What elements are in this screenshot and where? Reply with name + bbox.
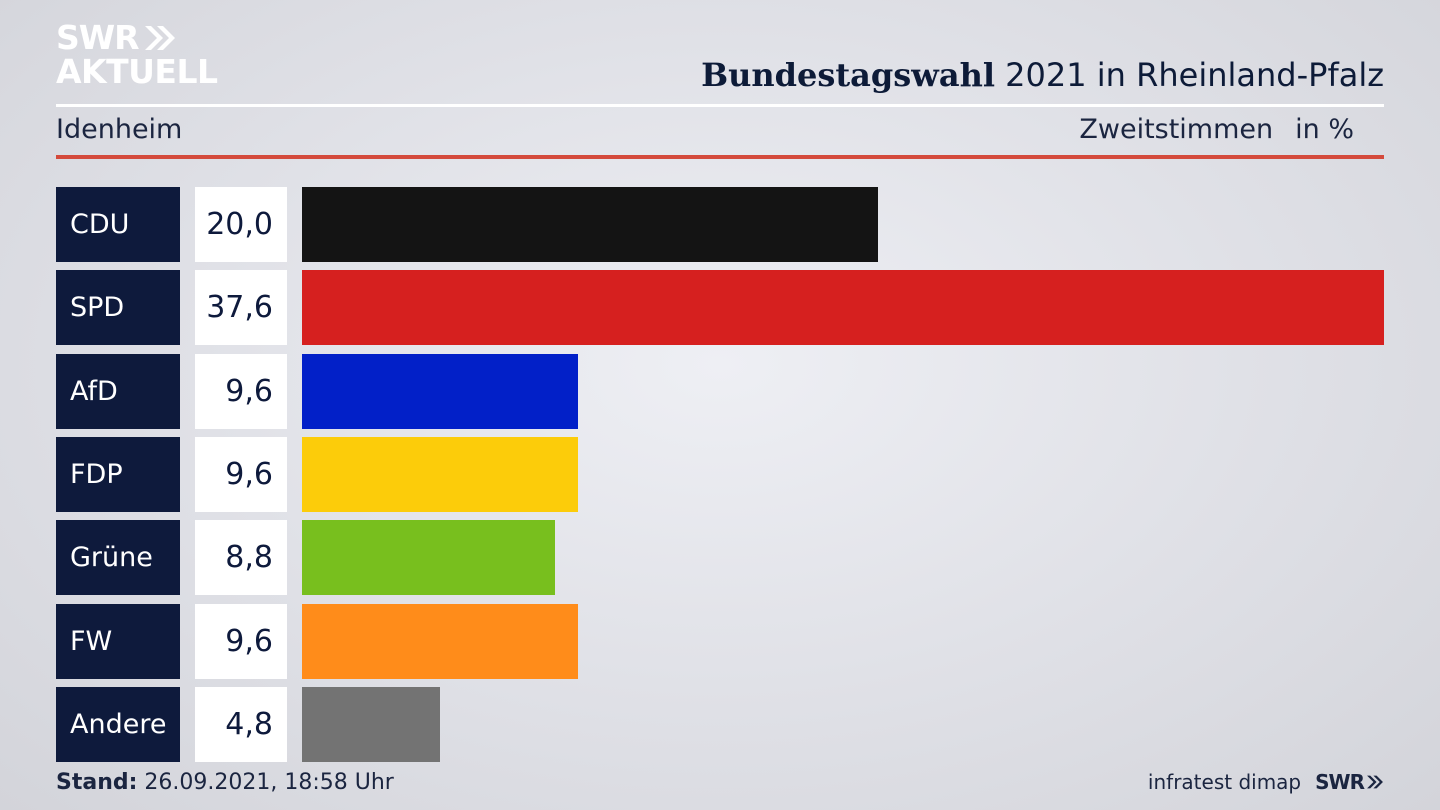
timestamp: Stand: 26.09.2021, 18:58 Uhr — [56, 770, 394, 795]
bar-spd — [302, 270, 1384, 345]
double-chevron-icon — [144, 25, 175, 50]
swr-footer-text: SWR — [1315, 770, 1365, 794]
metric-name: Zweitstimmen — [1079, 114, 1274, 145]
title-rest: 2021 in Rheinland-Pfalz — [1005, 56, 1384, 94]
bar-fdp — [302, 437, 578, 512]
value-label-fdp: 9,6 — [195, 437, 287, 512]
location-label: Idenheim — [56, 114, 183, 145]
party-label-andere: Andere — [56, 687, 180, 762]
logo-swr-text: SWR — [56, 18, 140, 57]
party-label-afd: AfD — [56, 354, 180, 429]
party-label-fw: FW — [56, 604, 180, 679]
party-label-fdp: FDP — [56, 437, 180, 512]
page-title: Bundestagswahl 2021 in Rheinland-Pfalz — [701, 56, 1384, 94]
bar-cdu — [302, 187, 878, 262]
bar-gr-ne — [302, 520, 555, 595]
value-label-spd: 37,6 — [195, 270, 287, 345]
value-label-gr-ne: 8,8 — [195, 520, 287, 595]
stand-label: Stand: — [56, 770, 138, 795]
swr-footer-logo: SWR — [1315, 770, 1384, 794]
party-label-gr-ne: Grüne — [56, 520, 180, 595]
source-label: infratest dimap — [1147, 770, 1302, 794]
bar-fw — [302, 604, 578, 679]
footer-credits: infratest dimap SWR — [1148, 770, 1384, 794]
party-label-spd: SPD — [56, 270, 180, 345]
accent-divider — [56, 155, 1384, 159]
unit-label: in % — [1295, 114, 1354, 145]
header-divider — [56, 104, 1384, 107]
value-label-afd: 9,6 — [195, 354, 287, 429]
bar-afd — [302, 354, 578, 429]
value-label-fw: 9,6 — [195, 604, 287, 679]
metric-label: Zweitstimmen in % — [1079, 114, 1354, 145]
double-chevron-icon — [1367, 775, 1383, 789]
swr-aktuell-logo: SWR AKTUELL — [56, 16, 226, 91]
bar-andere — [302, 687, 440, 762]
stand-value: 26.09.2021, 18:58 Uhr — [144, 770, 394, 795]
value-label-cdu: 20,0 — [195, 187, 287, 262]
logo-aktuell-text: AKTUELL — [56, 52, 218, 91]
title-bold: Bundestagswahl — [701, 56, 995, 94]
value-label-andere: 4,8 — [195, 687, 287, 762]
party-label-cdu: CDU — [56, 187, 180, 262]
